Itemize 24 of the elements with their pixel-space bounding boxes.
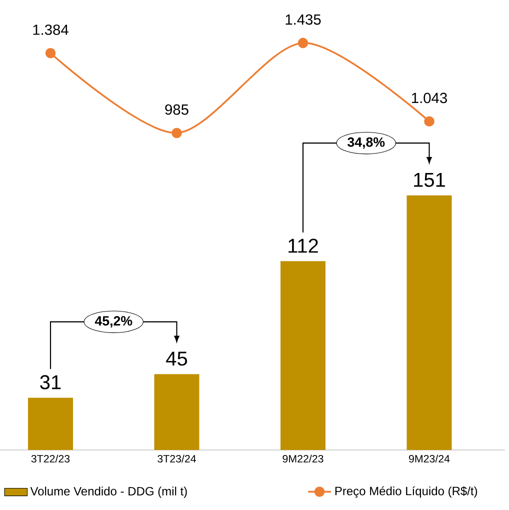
bar [280, 261, 326, 450]
data-label: 1.435 [286, 14, 321, 25]
data-label: 985 [165, 104, 188, 115]
annotation: 45,2% [94, 316, 132, 328]
data-label: 31 [40, 375, 61, 390]
x-tick-label: 9M22/23 [282, 454, 324, 463]
legend-label: Preço Médio Líquido (R$/t) [335, 486, 478, 498]
bar [154, 374, 200, 450]
x-tick-label: 9M23/24 [408, 454, 450, 463]
bar [406, 195, 452, 450]
data-label: 151 [414, 172, 445, 187]
point [424, 116, 434, 126]
bar [28, 398, 73, 450]
data-label: 1.043 [412, 92, 447, 104]
x-tick-label: 3T23/24 [158, 454, 196, 463]
legend-label: Volume Vendido - DDG (mil t) [30, 486, 187, 498]
text: 34,8% [348, 137, 385, 149]
data-label: 45 [166, 352, 188, 366]
data-label: 1.384 [33, 24, 68, 35]
point [298, 38, 308, 48]
point [45, 48, 56, 58]
data-label: 112 [288, 238, 318, 253]
x-tick-label: 3T22/23 [31, 454, 70, 463]
point [172, 128, 182, 138]
